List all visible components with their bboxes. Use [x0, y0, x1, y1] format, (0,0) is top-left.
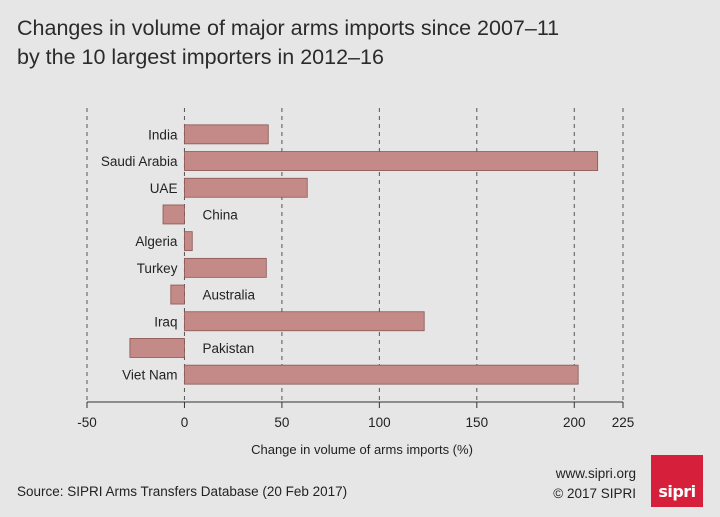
- chart-title: Changes in volume of major arms imports …: [17, 14, 637, 72]
- bar-pakistan: [129, 338, 185, 358]
- chart-title-line-1: Changes in volume of major arms imports …: [17, 16, 560, 40]
- x-tick-label: 150: [466, 415, 489, 430]
- category-label: India: [148, 127, 178, 142]
- bar-viet-nam: [184, 364, 579, 385]
- x-axis: -50 0 50 100 150 200 225: [77, 401, 635, 430]
- source-note: Source: SIPRI Arms Transfers Database (2…: [17, 484, 348, 499]
- bars: [129, 124, 599, 385]
- category-label: Iraq: [154, 314, 177, 329]
- category-label: Algeria: [135, 234, 178, 249]
- x-tick-label: 225: [612, 415, 635, 430]
- bar-chart: India Saudi Arabia UAE China Algeria Turkey Au…: [77, 108, 635, 457]
- x-tick-label: -50: [77, 415, 97, 430]
- bar-australia: [170, 284, 185, 305]
- x-tick-label: 50: [274, 415, 289, 430]
- website-link[interactable]: www.sipri.org: [555, 466, 636, 481]
- category-label: Turkey: [137, 261, 178, 276]
- bar-turkey: [184, 257, 267, 278]
- bar-china: [162, 204, 185, 225]
- bar-india: [184, 124, 269, 145]
- category-label: China: [202, 207, 238, 222]
- sipri-logo: sipri: [651, 455, 703, 507]
- x-tick-label: 100: [368, 415, 391, 430]
- category-label: Saudi Arabia: [101, 154, 178, 169]
- bar-uae: [184, 177, 308, 198]
- category-label: Pakistan: [202, 341, 254, 356]
- copyright-note: © 2017 SIPRI: [553, 486, 636, 501]
- chart-title-line-2: by the 10 largest importers in 2012–16: [17, 45, 384, 69]
- x-axis-label: Change in volume of arms imports (%): [251, 442, 473, 457]
- category-labels: India Saudi Arabia UAE China Algeria Turkey Au…: [101, 127, 256, 382]
- x-tick-label: 0: [181, 415, 189, 430]
- x-tick-label: 200: [563, 415, 586, 430]
- category-label: Australia: [202, 288, 255, 303]
- bar-iraq: [184, 311, 425, 332]
- bar-saudi-arabia: [184, 151, 599, 171]
- category-label: UAE: [150, 181, 178, 196]
- category-label: Viet Nam: [122, 368, 177, 383]
- bar-algeria: [184, 231, 193, 252]
